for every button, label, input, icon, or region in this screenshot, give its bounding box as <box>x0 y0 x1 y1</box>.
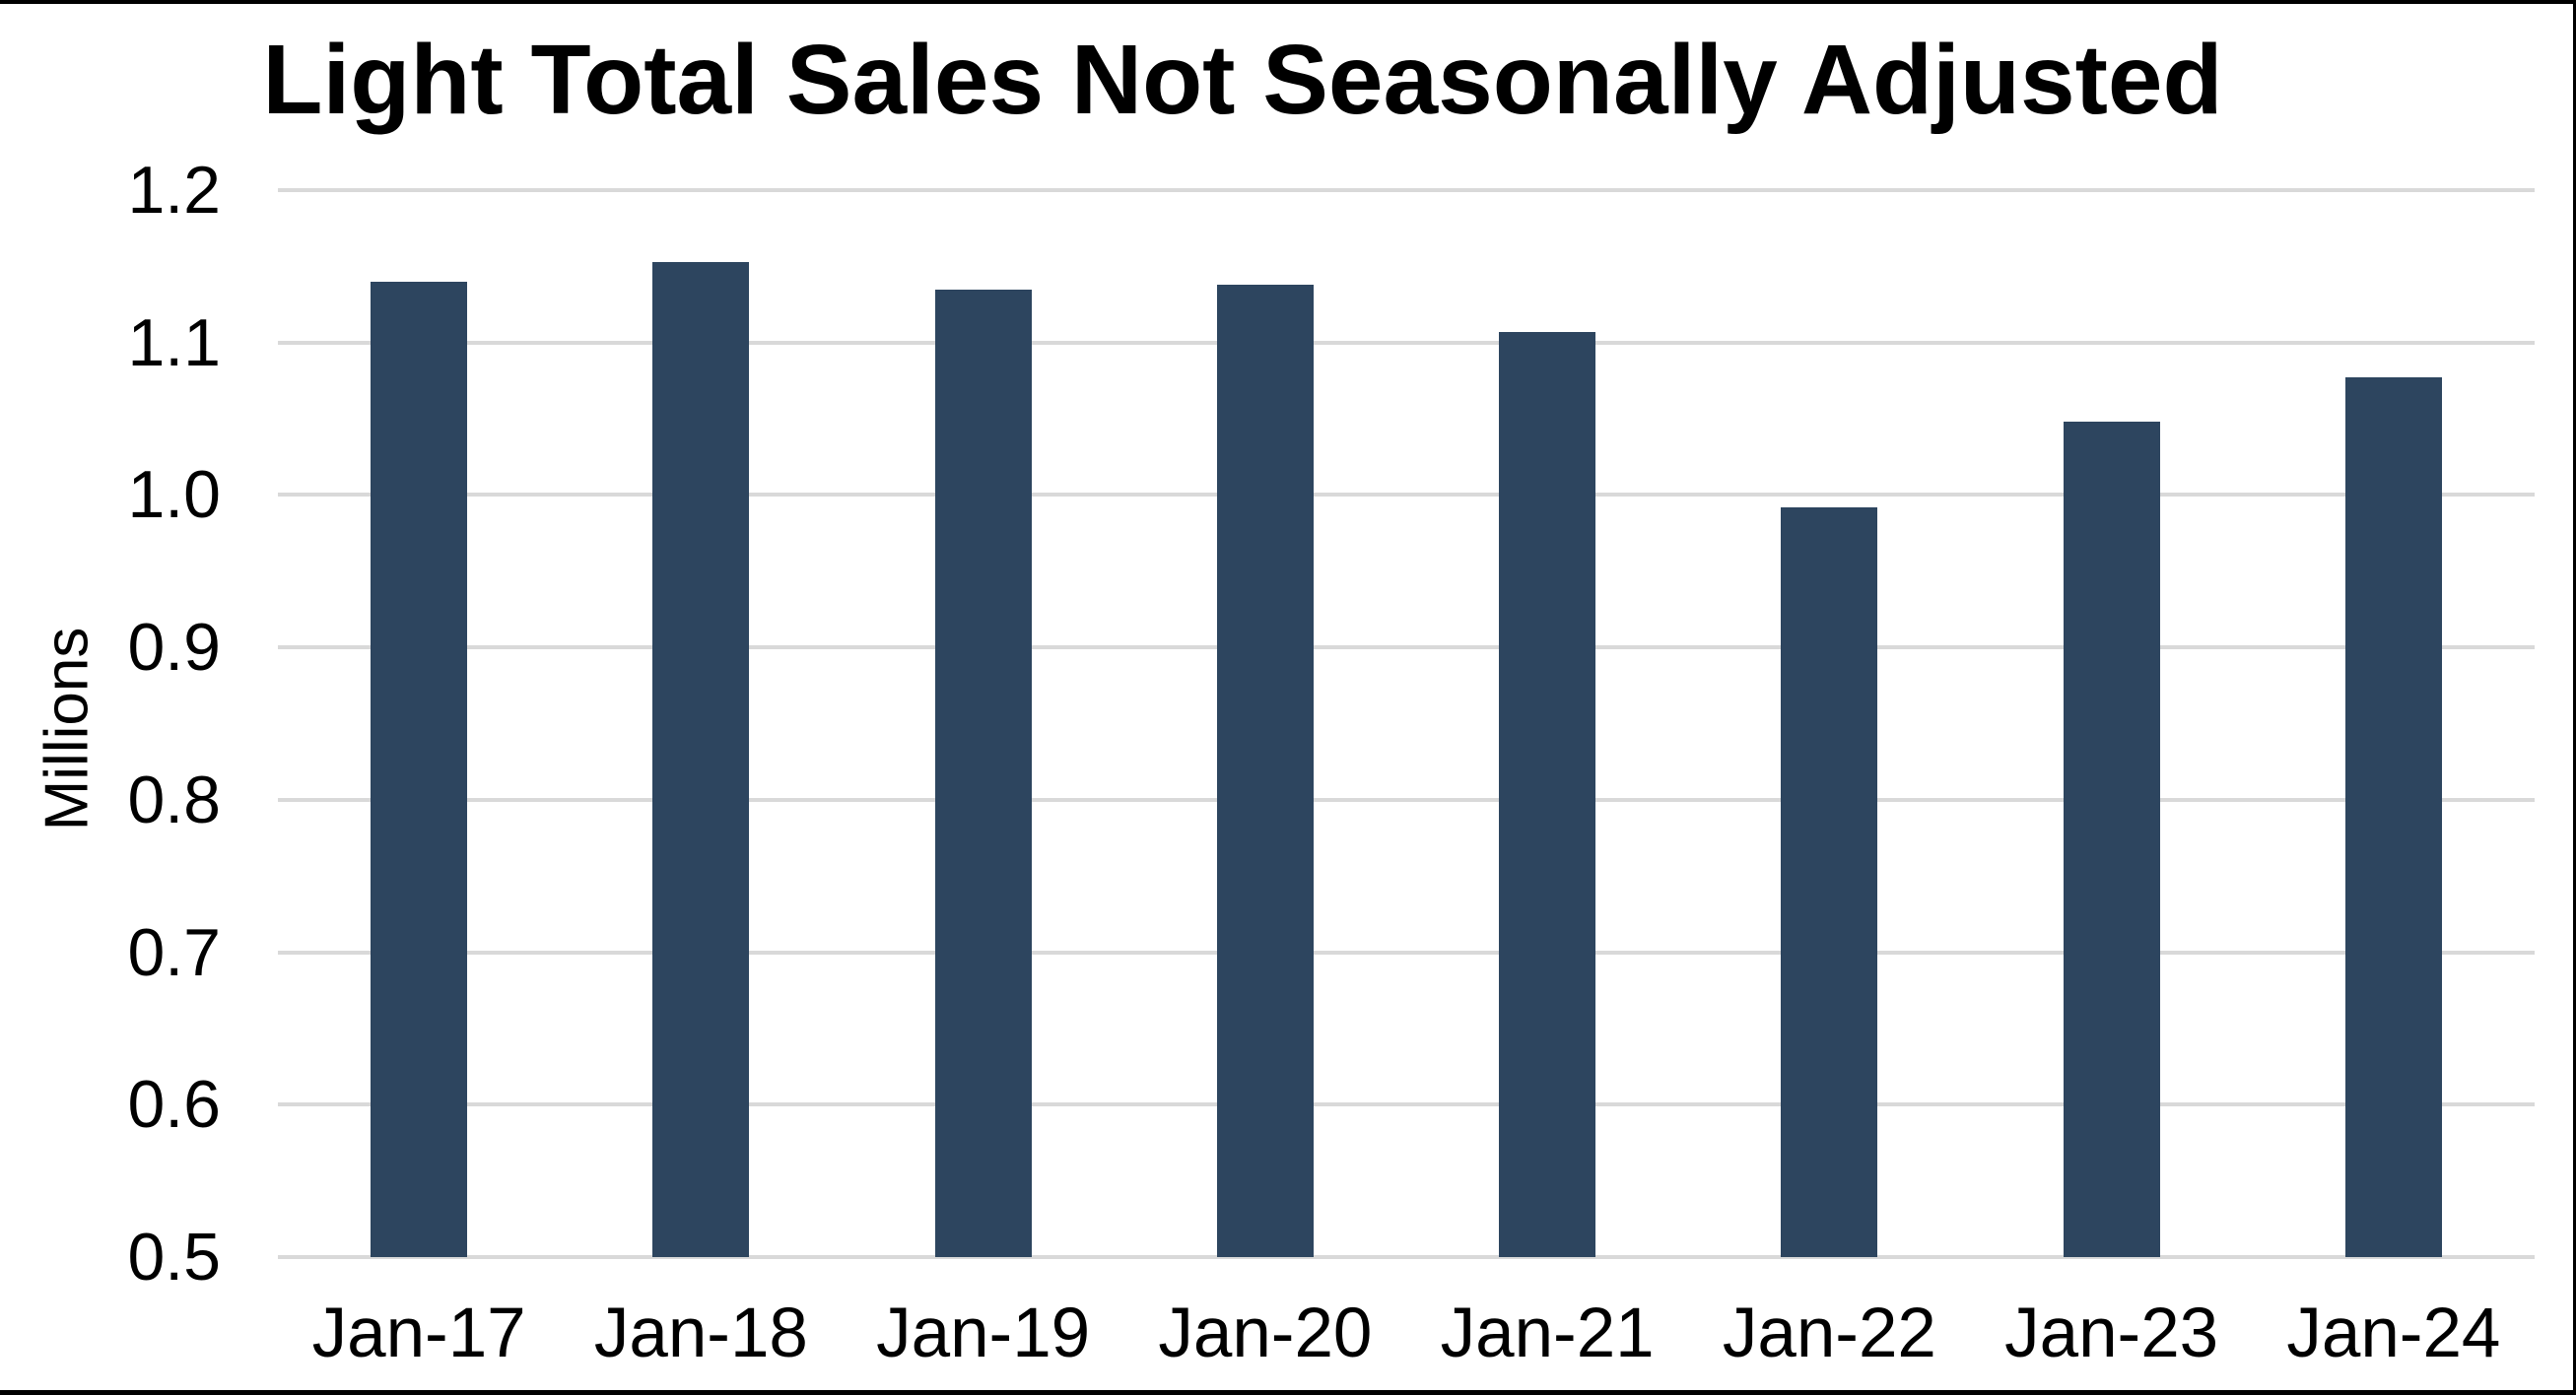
gridline-0.8 <box>278 797 2535 802</box>
x-tick-label-jan-21: Jan-21 <box>1440 1295 1655 1372</box>
x-tick-label-jan-19: Jan-19 <box>876 1295 1091 1372</box>
bar-jan-20 <box>1216 284 1314 1257</box>
x-tick-label-jan-18: Jan-18 <box>593 1295 808 1372</box>
bar-jan-24 <box>2344 377 2442 1257</box>
y-tick-label-1.0: 1.0 <box>127 457 221 533</box>
y-tick-label-1.2: 1.2 <box>127 153 221 228</box>
gridline-0.7 <box>278 950 2535 955</box>
x-tick-label-jan-24: Jan-24 <box>2286 1295 2501 1372</box>
gridline-0.9 <box>278 645 2535 650</box>
gridline-0.5 <box>278 1255 2535 1259</box>
bar-jan-22 <box>1781 506 1878 1257</box>
x-tick-label-jan-17: Jan-17 <box>311 1295 526 1372</box>
gridline-1.0 <box>278 493 2535 498</box>
x-tick-label-jan-20: Jan-20 <box>1158 1295 1373 1372</box>
bar-jan-21 <box>1499 331 1596 1257</box>
gridline-1.2 <box>278 188 2535 192</box>
bar-jan-18 <box>652 261 750 1257</box>
frame-bottom-border <box>0 1390 2576 1395</box>
bar-jan-23 <box>2063 422 2160 1257</box>
frame-top-border <box>0 0 2576 4</box>
bar-jan-17 <box>371 281 468 1257</box>
y-tick-label-0.7: 0.7 <box>127 914 221 990</box>
chart-title: Light Total Sales Not Seasonally Adjuste… <box>262 25 2223 135</box>
gridline-1.1 <box>278 340 2535 345</box>
y-tick-label-0.6: 0.6 <box>127 1067 221 1143</box>
y-tick-label-0.8: 0.8 <box>127 762 221 837</box>
bar-jan-19 <box>934 289 1032 1257</box>
gridline-0.6 <box>278 1102 2535 1107</box>
frame-right-border <box>2573 0 2576 1395</box>
x-tick-label-jan-23: Jan-23 <box>2004 1295 2219 1372</box>
x-tick-label-jan-22: Jan-22 <box>1722 1295 1936 1372</box>
y-tick-label-1.1: 1.1 <box>127 304 221 380</box>
y-tick-label-0.5: 0.5 <box>127 1220 221 1295</box>
y-tick-label-0.9: 0.9 <box>127 610 221 686</box>
